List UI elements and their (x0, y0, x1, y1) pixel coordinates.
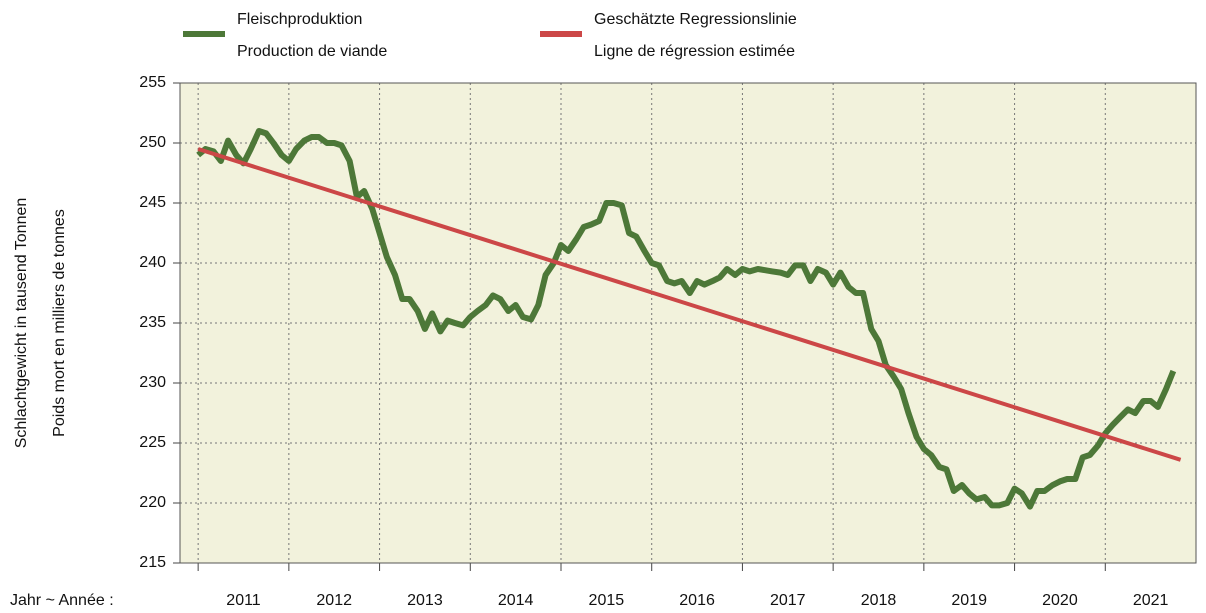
y-tick-label: 240 (139, 254, 166, 271)
y-tick-label: 250 (139, 134, 166, 151)
y-tick-label: 245 (139, 194, 166, 211)
legend-label: Ligne de régression estimée (594, 43, 795, 60)
x-tick-label: 2011 (226, 592, 261, 609)
legend-label: Fleischproduktion (237, 11, 362, 28)
x-axis-label: Jahr ~ Année : (10, 592, 114, 609)
legend-label: Production de viande (237, 43, 387, 60)
series-line (196, 128, 1177, 510)
y-tick-label: 230 (139, 374, 166, 391)
x-tick-label: 2014 (498, 592, 534, 609)
legend-label: Geschätzte Regressionslinie (594, 11, 797, 28)
plot-border (179, 82, 1197, 564)
x-tick-label: 2016 (679, 592, 715, 609)
x-tick-label: 2020 (1042, 592, 1078, 609)
x-tick-label: 2012 (316, 592, 352, 609)
series-line (197, 147, 1182, 462)
y-axis-label: Schlachtgewicht in tausend Tonnen (13, 198, 30, 449)
y-tick-label: 235 (139, 314, 166, 331)
y-tick-label: 255 (139, 74, 166, 91)
x-tick-label: 2017 (770, 592, 806, 609)
y-tick-label: 225 (139, 434, 166, 451)
x-tick-label: 2021 (1133, 592, 1169, 609)
y-tick-label: 215 (139, 554, 166, 571)
x-tick-label: 2019 (951, 592, 987, 609)
x-tick-label: 2018 (861, 592, 897, 609)
y-tick-label: 220 (139, 494, 166, 511)
x-tick-label: 2013 (407, 592, 443, 609)
y-axis-label: Poids mort en milliers de tonnes (51, 209, 68, 437)
x-tick-label: 2015 (589, 592, 625, 609)
